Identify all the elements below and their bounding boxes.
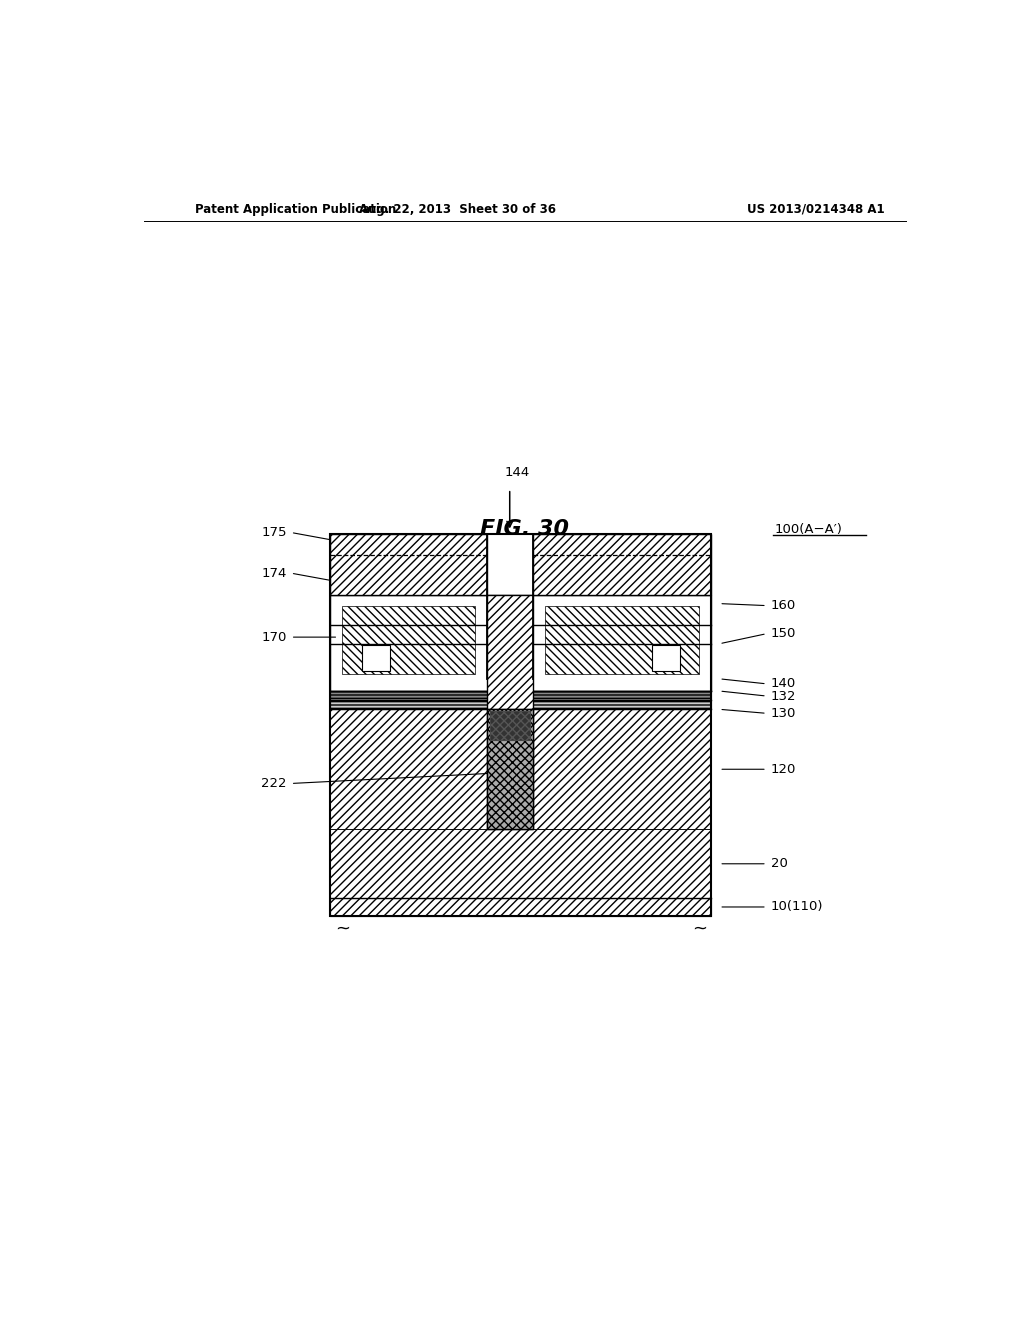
Bar — [331, 595, 712, 690]
Bar — [486, 709, 532, 829]
Text: Patent Application Publication: Patent Application Publication — [196, 203, 396, 215]
Bar — [331, 899, 712, 916]
Bar — [532, 535, 712, 595]
Bar — [489, 711, 529, 739]
Text: 10(110): 10(110) — [771, 900, 823, 913]
Text: 100(A−A′): 100(A−A′) — [775, 523, 843, 536]
Bar — [362, 645, 390, 671]
Bar — [331, 700, 712, 709]
Bar — [545, 606, 699, 673]
Text: 174: 174 — [261, 566, 287, 579]
Text: US 2013/0214348 A1: US 2013/0214348 A1 — [748, 203, 885, 215]
Bar — [331, 829, 712, 899]
Bar — [486, 709, 532, 829]
Bar — [489, 711, 529, 739]
Text: 160: 160 — [771, 599, 796, 612]
Bar — [331, 709, 712, 829]
Bar — [331, 535, 486, 595]
Text: 222: 222 — [261, 777, 287, 789]
Text: 170: 170 — [261, 631, 287, 644]
Bar — [651, 645, 680, 671]
Text: FIG. 30: FIG. 30 — [480, 519, 569, 540]
Text: 130: 130 — [771, 706, 797, 719]
Bar — [331, 535, 712, 916]
Text: 140: 140 — [771, 677, 796, 690]
Bar — [331, 690, 712, 700]
Text: 150: 150 — [771, 627, 797, 640]
Text: ~: ~ — [335, 920, 350, 937]
Text: 144: 144 — [505, 466, 530, 479]
Text: 20: 20 — [771, 857, 787, 870]
Text: 175: 175 — [261, 525, 287, 539]
Bar — [486, 595, 532, 709]
Bar — [342, 606, 475, 673]
Text: 120: 120 — [771, 763, 797, 776]
Text: Aug. 22, 2013  Sheet 30 of 36: Aug. 22, 2013 Sheet 30 of 36 — [358, 203, 556, 215]
Text: 132: 132 — [771, 689, 797, 702]
Text: ~: ~ — [692, 920, 707, 937]
